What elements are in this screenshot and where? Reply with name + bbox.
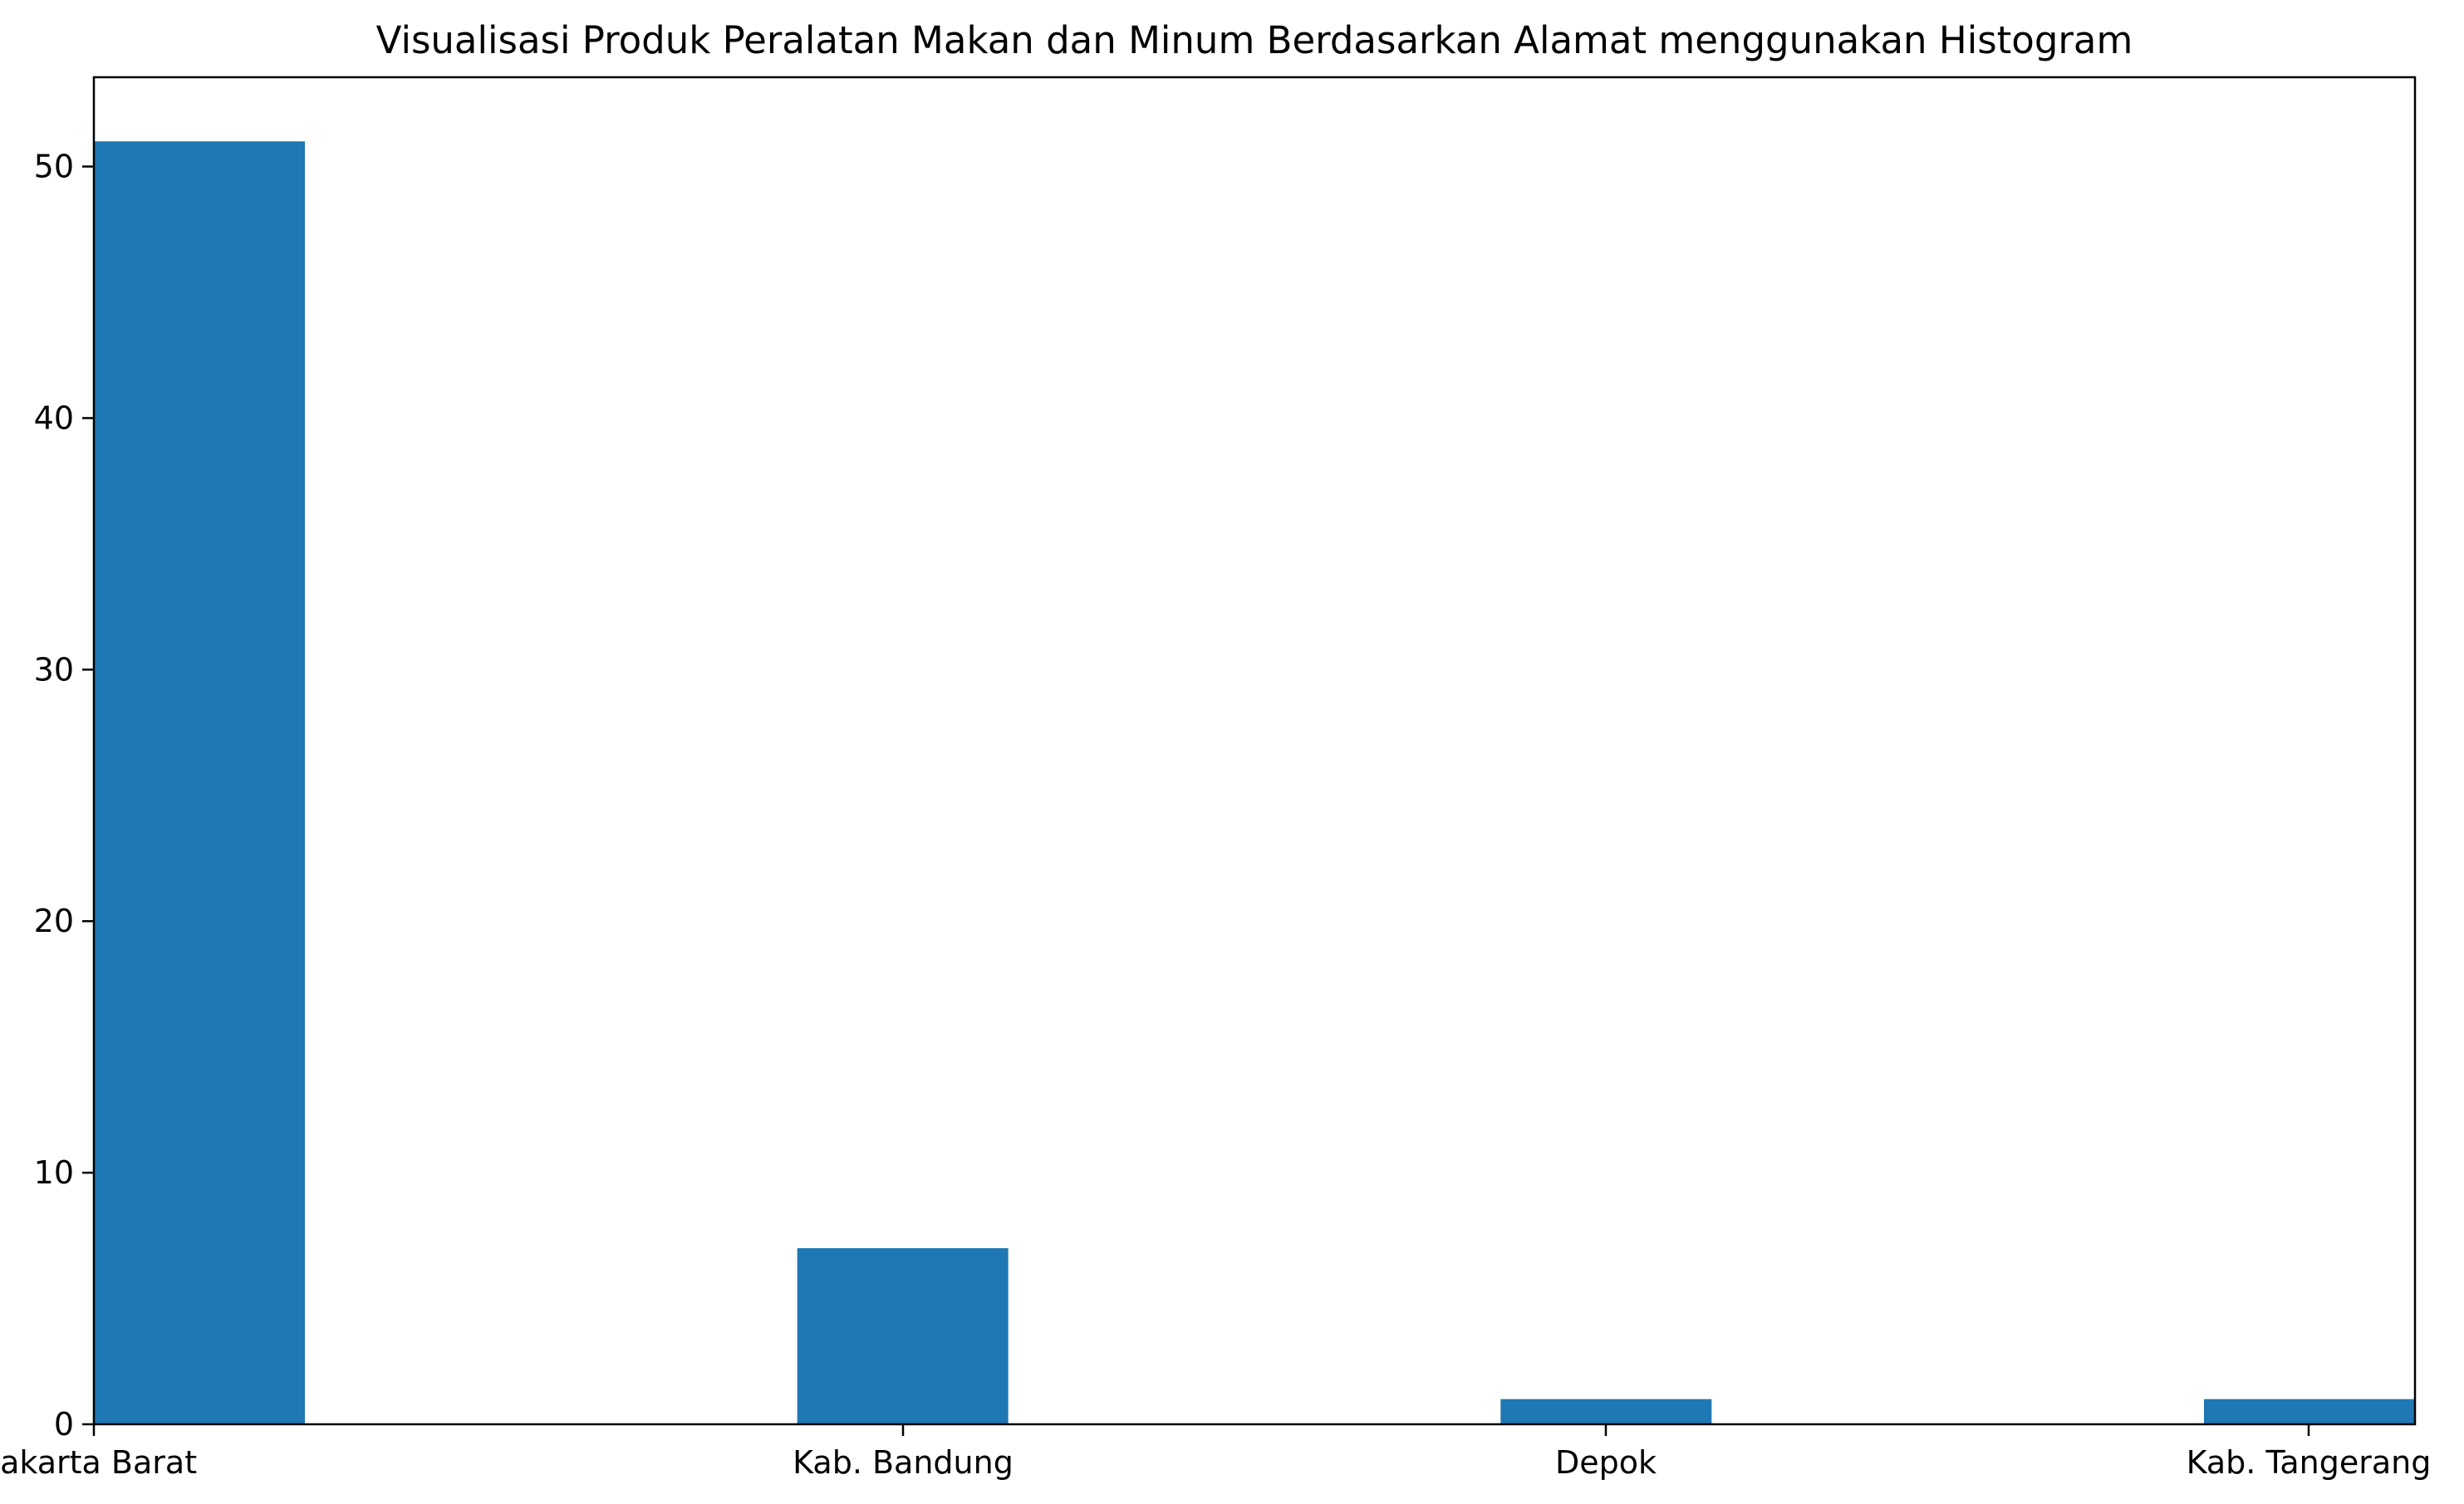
x-tick-label-0: Jakarta Barat — [0, 1444, 197, 1481]
y-tick-label-3: 30 — [34, 651, 74, 688]
y-tick-label-0: 0 — [54, 1406, 74, 1443]
y-tick-label-1: 10 — [34, 1154, 74, 1191]
x-tick-label-2: Depok — [1555, 1444, 1657, 1481]
bar-1 — [94, 141, 305, 1425]
y-axis: 0 10 20 30 40 50 — [34, 149, 94, 1443]
bar-3 — [1500, 1399, 1712, 1424]
x-tick-label-1: Kab. Bandung — [793, 1444, 1014, 1481]
y-tick-label-5: 50 — [34, 149, 74, 185]
plot-frame — [92, 76, 2417, 1426]
y-tick-label-4: 40 — [34, 399, 74, 436]
bar-4 — [2204, 1399, 2415, 1424]
chart-title: Visualisasi Produk Peralatan Makan dan M… — [376, 18, 2133, 62]
y-tick-label-2: 20 — [34, 903, 74, 939]
x-axis: Jakarta Barat Kab. Bandung Depok Kab. Tange… — [0, 1424, 2431, 1481]
bars-layer — [94, 141, 2415, 1425]
bar-2 — [797, 1247, 1009, 1424]
x-tick-label-3: Kab. Tangerang — [2187, 1444, 2432, 1481]
